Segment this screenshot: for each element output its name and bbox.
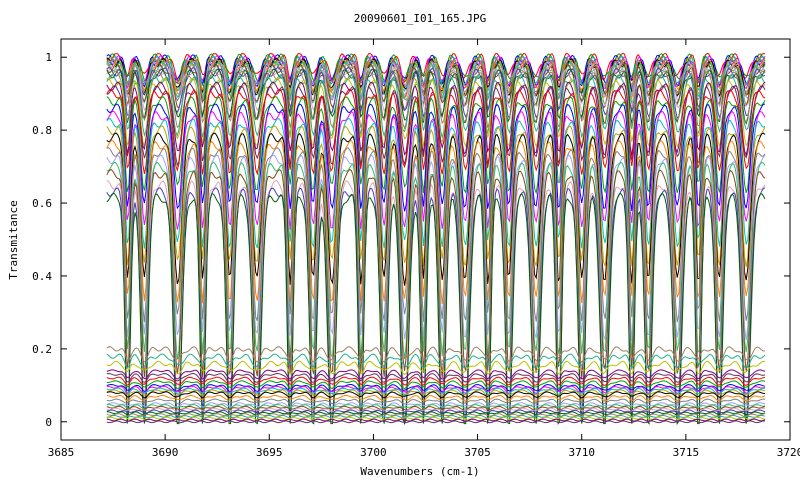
series-line <box>106 96 766 195</box>
series-line <box>106 161 766 360</box>
series-line <box>106 369 766 380</box>
series-line <box>106 416 766 421</box>
series-layer <box>106 52 766 426</box>
series-line <box>106 353 766 369</box>
series-line <box>106 168 766 379</box>
y-axis: 0 0.2 0.4 0.6 0.8 1 <box>32 51 790 429</box>
y-tick-label: 0 <box>45 416 52 429</box>
chart-title: 20090601_I01_165.JPG <box>354 12 486 25</box>
series-line <box>106 118 766 249</box>
series-line <box>106 77 766 149</box>
series-line <box>106 414 766 419</box>
series-line <box>106 372 766 383</box>
series-line <box>106 420 766 424</box>
x-tick-label: 3715 <box>673 446 700 459</box>
series-line <box>106 380 766 390</box>
x-tick-label: 3720 <box>777 446 800 459</box>
y-tick-label: 0.4 <box>32 270 52 283</box>
x-tick-label: 3710 <box>568 446 595 459</box>
series-line <box>106 385 766 394</box>
series-line <box>106 346 766 363</box>
y-tick-label: 0.6 <box>32 197 52 210</box>
x-tick-label: 3705 <box>464 446 491 459</box>
y-tick-label: 1 <box>45 51 52 64</box>
series-line <box>106 376 766 387</box>
x-tick-label: 3695 <box>256 446 283 459</box>
y-tick-label: 0.8 <box>32 124 52 137</box>
series-line <box>106 418 766 422</box>
series-line <box>106 391 766 399</box>
series-line <box>106 407 766 413</box>
series-line <box>106 179 766 407</box>
series-line <box>106 147 766 323</box>
series-line <box>106 88 766 176</box>
x-tick-label: 3685 <box>48 446 75 459</box>
x-axis-label: Wavenumbers (cm-1) <box>360 465 479 478</box>
y-axis-label: Transmitance <box>7 200 20 279</box>
y-tick-label: 0.2 <box>32 343 52 356</box>
series-line <box>106 389 766 397</box>
x-tick-label: 3690 <box>152 446 179 459</box>
series-line <box>106 398 766 405</box>
x-tick-label: 3700 <box>360 446 387 459</box>
series-line <box>106 394 766 402</box>
plot-frame <box>60 38 791 441</box>
series-line <box>106 360 766 376</box>
x-axis: 3685 3690 3695 3700 3705 3710 3715 3720 <box>48 39 800 459</box>
series-line <box>106 405 766 411</box>
series-line <box>106 125 766 268</box>
series-line <box>106 411 766 416</box>
series-line <box>106 192 766 426</box>
series-line <box>106 383 766 393</box>
